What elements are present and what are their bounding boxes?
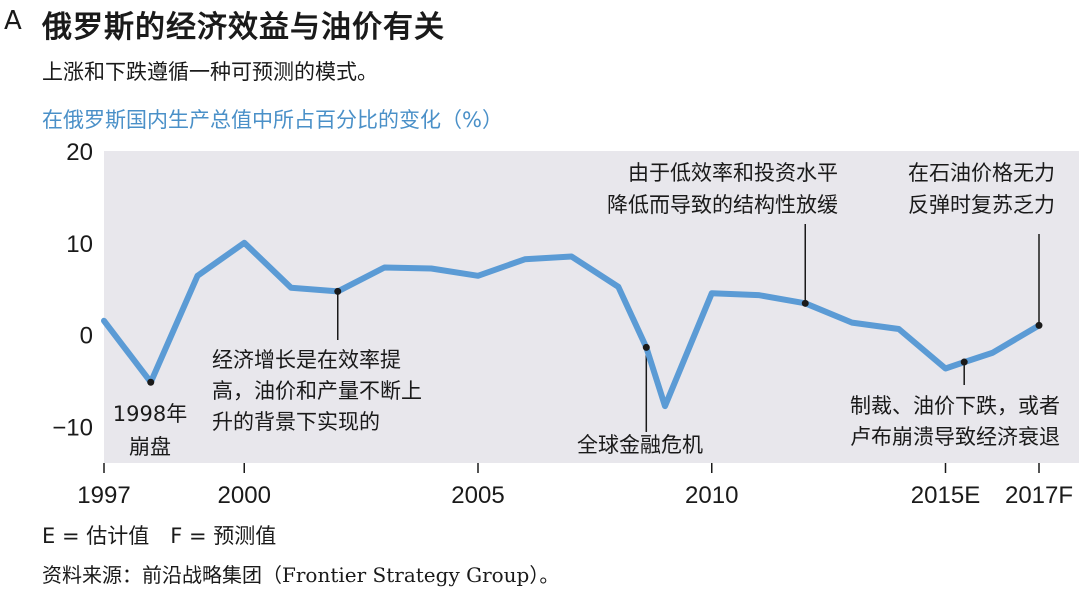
y-tick-label: 10 (66, 231, 93, 258)
annotation-text: 全球金融危机 (577, 433, 703, 457)
annotation-text: 升的背景下实现的 (212, 410, 380, 434)
annotation-point (642, 343, 650, 351)
annotation-text: 降低而导致的结构性放缓 (607, 193, 838, 217)
chart-title: 在俄罗斯国内生产总值中所占百分比的变化（%） (42, 108, 503, 132)
annotation-text: 卢布崩溃导致经济衰退 (850, 425, 1060, 449)
estimate-forecast-note: E = 估计值 F = 预测值 (42, 524, 277, 548)
page-subtitle: 上涨和下跌遵循一种可预测的模式。 (42, 60, 378, 84)
y-tick-label: −10 (52, 414, 93, 441)
annotation-text: 1998年 (113, 402, 187, 426)
x-tick-label: 2005 (451, 482, 504, 509)
x-tick-label: 2010 (685, 482, 738, 509)
annotation-point (960, 358, 968, 366)
annotation-point (1035, 321, 1043, 329)
y-tick-label: 20 (66, 139, 93, 166)
annotation-text: 高，油价和产量不断上 (212, 379, 422, 403)
annotation-text: 经济增长是在效率提 (212, 348, 401, 372)
x-tick-label: 2000 (218, 482, 271, 509)
page-title: 俄罗斯的经济效益与油价有关 (42, 10, 445, 45)
gdp-series-line (101, 239, 1042, 410)
source-note: 资料来源：前沿战略集团（Frontier Strategy Group）。 (42, 563, 560, 587)
annotation-text: 崩盘 (129, 435, 171, 459)
annotation-text: 由于低效率和投资水平 (628, 161, 838, 185)
y-tick-label: 0 (80, 323, 93, 350)
plot-background (104, 151, 1079, 463)
annotation-text: 在石油价格无力 (908, 161, 1055, 185)
annotation-text: 反弹时复苏乏力 (908, 193, 1055, 217)
x-tick-label: 2017F (1005, 482, 1073, 509)
annotation-point (334, 287, 342, 295)
annotation-point (801, 299, 809, 307)
annotation-text: 制裁、油价下跌，或者 (850, 394, 1060, 418)
x-tick-label: 2015E (911, 482, 980, 509)
panel-letter: A (4, 6, 22, 36)
annotation-point (147, 378, 155, 386)
x-tick-label: 1997 (77, 482, 130, 509)
